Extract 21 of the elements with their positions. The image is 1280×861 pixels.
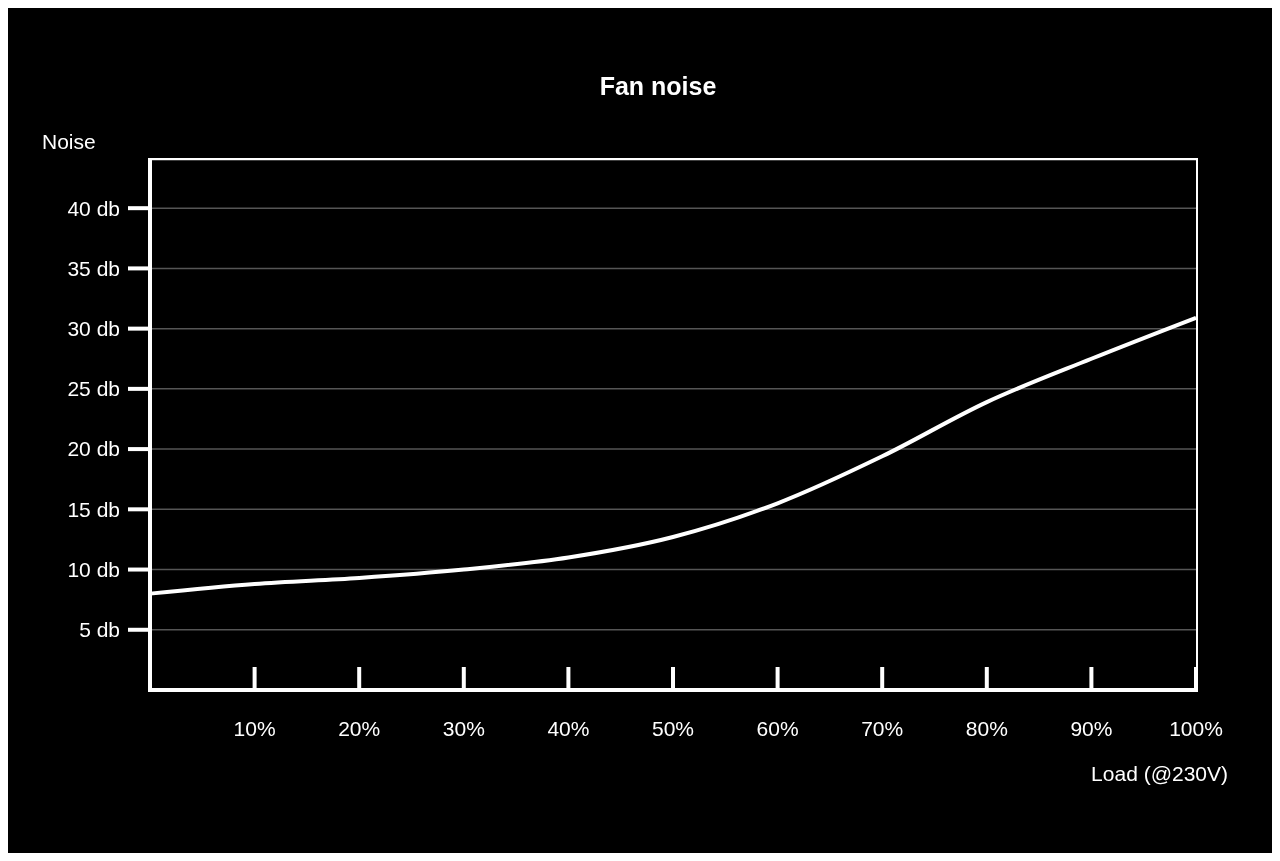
y-tick-label: 20 db [67, 437, 120, 461]
y-axis-title: Noise [42, 130, 96, 154]
x-tick-label: 60% [756, 717, 799, 740]
x-tick-label: 100% [1169, 717, 1223, 740]
x-tick-label: 70% [861, 717, 904, 740]
x-tick-label: 90% [1070, 717, 1113, 740]
x-tick-label: 50% [651, 717, 695, 740]
y-tick-label: 25 db [67, 377, 120, 401]
y-tick-label: 40 db [67, 196, 120, 220]
x-axis-title: Load (@230V) [1091, 762, 1228, 786]
x-tick-label: 40% [547, 717, 590, 740]
y-tick-label: 15 db [67, 497, 120, 521]
chart-title: Fan noise [598, 72, 718, 101]
x-tick-label: 30% [442, 717, 485, 740]
y-tick-label: 35 db [67, 256, 120, 280]
y-tick-label: 5 db [79, 618, 120, 642]
y-tick-label: 30 db [67, 316, 120, 340]
y-tick-label: 10 db [67, 557, 120, 581]
x-tick-label: 10% [233, 717, 276, 740]
x-tick-label: 20% [338, 717, 381, 740]
x-tick-label: 80% [965, 717, 1008, 740]
